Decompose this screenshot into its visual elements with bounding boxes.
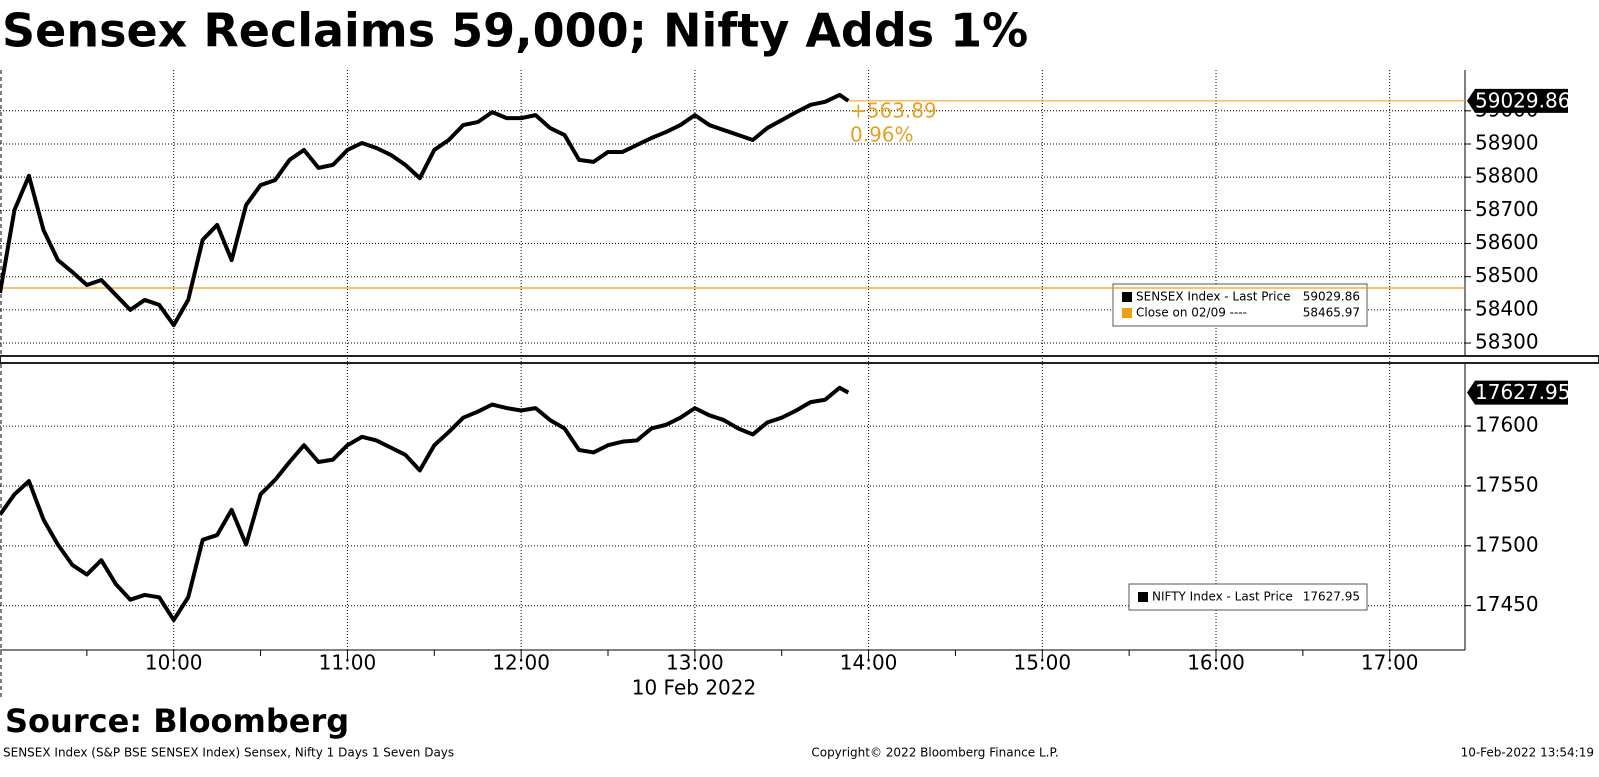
y-tick-label: 17550 [1475,472,1539,496]
chart-title: Sensex Reclaims 59,000; Nifty Adds 1% [2,4,1028,58]
legend-label: SENSEX Index - Last Price [1136,290,1291,304]
footer-center: Copyright© 2022 Bloomberg Finance L.P. [811,746,1058,760]
legend-swatch [1122,292,1132,302]
legend-swatch [1122,308,1132,318]
last-price-label: 17627.95 [1475,380,1570,404]
legend-value: 17627.95 [1303,590,1360,604]
x-axis-label: 10 Feb 2022 [632,676,756,700]
footer-right: 10-Feb-2022 13:54:19 [1461,746,1594,760]
y-tick-label: 58400 [1475,296,1539,320]
legend-value: 59029.86 [1303,290,1360,304]
x-tick-label: 12:00 [492,651,550,675]
y-tick-label: 58700 [1475,197,1539,221]
y-tick-label: 58600 [1475,230,1539,254]
legend-box [1128,583,1368,611]
y-tick-label: 58500 [1475,263,1539,287]
footer-left: SENSEX Index (S&P BSE SENSEX Index) Sens… [3,746,454,760]
source: Source: Bloomberg [5,702,349,740]
x-tick-label: 11:00 [319,651,377,675]
panel-separator [0,355,1599,364]
y-tick-label: 58300 [1475,330,1539,354]
y-tick-label: 17450 [1475,592,1539,616]
line [0,385,850,623]
annotation: 0.96% [850,123,914,147]
y-tick-label: 17500 [1475,532,1539,556]
last-price-tag [1467,88,1568,113]
legend-label: Close on 02/09 ---- [1136,306,1247,320]
y-tick-label: 17600 [1475,413,1539,437]
y-tick-label: 58800 [1475,164,1539,188]
legend-swatch [1138,592,1148,602]
last-price-tag [1467,380,1568,405]
x-tick-label: 14:00 [840,651,898,675]
x-tick-label: 10:00 [145,651,203,675]
annotation: +563.89 [850,99,937,123]
x-tick-label: 13:00 [666,651,724,675]
x-tick-label: 16:00 [1187,651,1245,675]
last-price-label: 59029.86 [1475,88,1570,112]
legend-value: 58465.97 [1303,306,1360,320]
x-tick-label: 15:00 [1013,651,1071,675]
x-tick-label: 17:00 [1361,651,1419,675]
y-tick-label: 58900 [1475,130,1539,154]
line [0,92,850,328]
legend-label: NIFTY Index - Last Price [1152,590,1293,604]
legend-box [1112,283,1368,327]
